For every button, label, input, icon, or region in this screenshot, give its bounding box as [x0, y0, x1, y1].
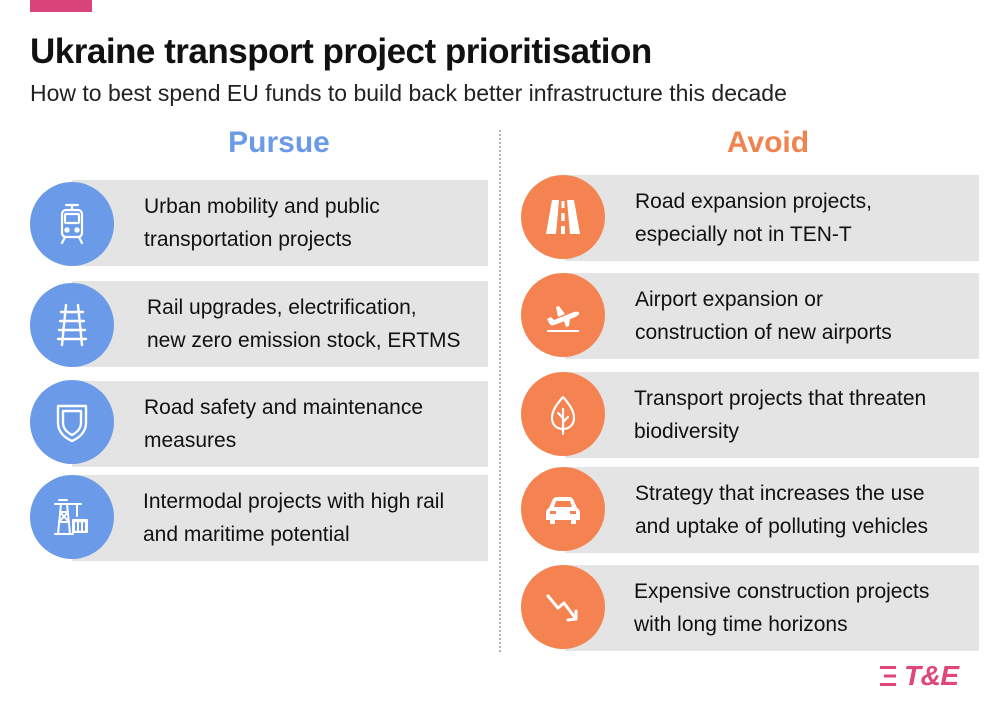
pursue-item-intermodal: Intermodal projects with high rail and m…: [72, 475, 488, 561]
avoid-item-label: Road expansion projects, especially not …: [635, 190, 872, 246]
port-crane-icon: [30, 475, 114, 559]
declining-arrow-icon: [521, 565, 605, 649]
car-icon: [521, 467, 605, 551]
leaf-icon: [521, 372, 605, 456]
pursue-item-label: Road safety and maintenance measures: [144, 396, 424, 452]
avoid-item-biodiversity: Transport projects that threaten biodive…: [565, 372, 979, 458]
pursue-item-rail-upgrades: Rail upgrades, electrification, new zero…: [72, 281, 488, 367]
page-subtitle: How to best spend EU funds to build back…: [30, 80, 787, 106]
tram-icon: [30, 182, 114, 266]
avoid-item-label: Strategy that increases the use and upta…: [635, 482, 929, 538]
pursue-item-urban-mobility: Urban mobility and public transportation…: [72, 180, 488, 266]
logo-text: T&E: [904, 660, 959, 691]
accent-bar: [30, 0, 92, 12]
page-title: Ukraine transport project prioritisation: [30, 32, 652, 71]
pursue-item-label: Rail upgrades, electrification, new zero…: [147, 296, 461, 352]
avoid-item-airport-expansion: Airport expansion or construction of new…: [565, 273, 979, 359]
airplane-takeoff-icon: [521, 273, 605, 357]
pursue-item-label: Intermodal projects with high rail and m…: [143, 490, 445, 546]
avoid-item-polluting-vehicles: Strategy that increases the use and upta…: [565, 467, 979, 553]
avoid-heading: Avoid: [726, 126, 810, 159]
avoid-item-label: Expensive construction projects with lon…: [634, 580, 930, 636]
shield-icon: [30, 380, 114, 464]
avoid-item-expensive-construction: Expensive construction projects with lon…: [565, 565, 979, 651]
pursue-heading: Pursue: [228, 126, 330, 159]
railway-track-icon: [30, 283, 114, 367]
road-icon: [521, 175, 605, 259]
avoid-item-label: Airport expansion or construction of new…: [635, 288, 892, 344]
column-divider: [499, 130, 501, 652]
te-logo: T&E: [880, 659, 975, 693]
pursue-item-label: Urban mobility and public transportation…: [144, 195, 380, 251]
avoid-item-road-expansion: Road expansion projects, especially not …: [565, 175, 979, 261]
logo-mark-icon: [880, 666, 896, 686]
pursue-item-road-safety: Road safety and maintenance measures: [72, 381, 488, 467]
avoid-item-label: Transport projects that threaten biodive…: [634, 387, 927, 443]
